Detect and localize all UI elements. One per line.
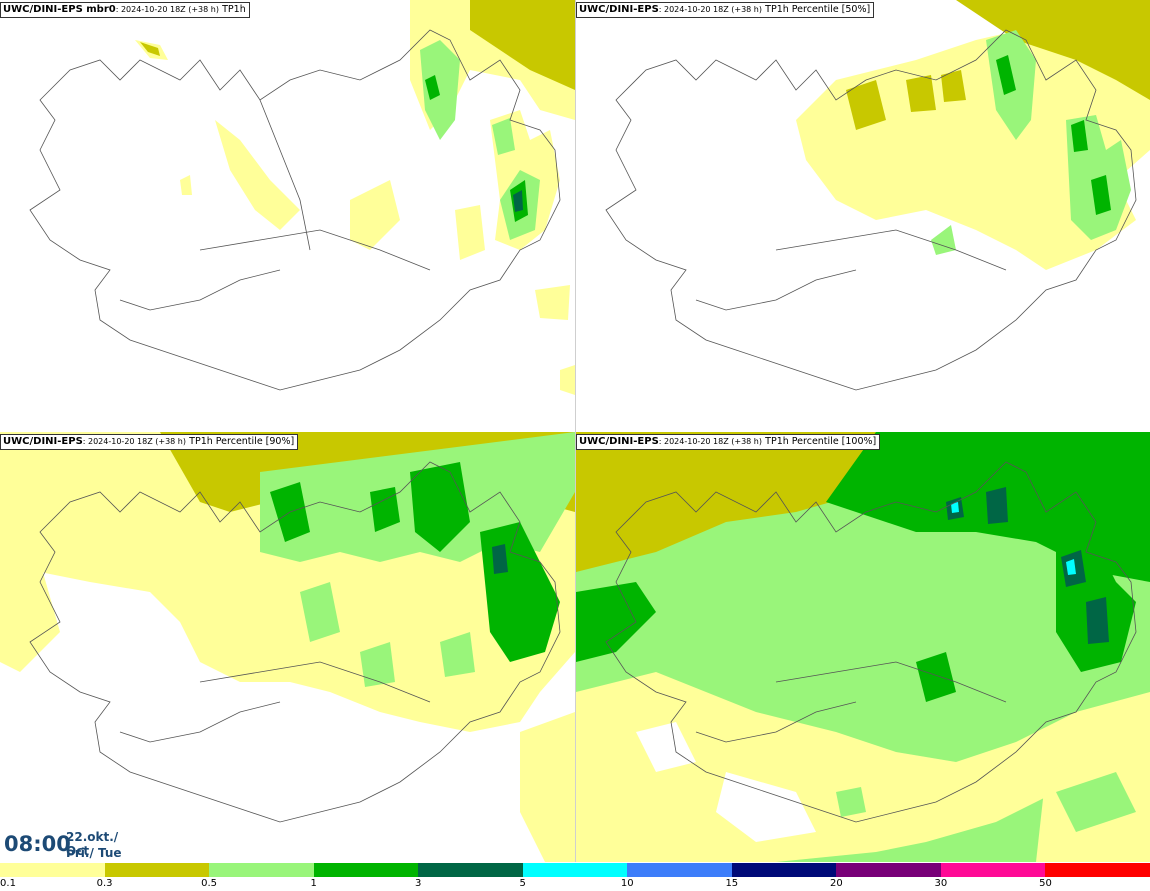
legend-swatch bbox=[731, 863, 838, 877]
precip-map bbox=[29, 0, 575, 395]
map-panel-p100: UWC/DINI-EPS: 2024-10-20 18Z (+38 h) TP1… bbox=[576, 432, 1150, 862]
valid-time-box: 08:00 22.okt./ Oct Þri./ Tue bbox=[0, 826, 132, 862]
legend-tick-label: 10 bbox=[620, 878, 634, 889]
precip-field bbox=[576, 432, 1150, 862]
legend-swatch bbox=[627, 863, 733, 877]
valid-date-line1: 22.okt./ Oct bbox=[66, 830, 119, 858]
legend-tick-label: 20 bbox=[829, 878, 843, 889]
precip-field bbox=[796, 0, 1150, 270]
iceland-outline bbox=[605, 29, 1137, 391]
legend-tick-label: 0.1 bbox=[0, 878, 16, 889]
panel-divider bbox=[575, 0, 576, 862]
legend-swatch bbox=[940, 863, 1047, 877]
legend-swatch bbox=[104, 863, 211, 877]
legend-swatch bbox=[418, 863, 524, 877]
legend-swatch bbox=[0, 863, 106, 877]
legend-swatch bbox=[1045, 863, 1150, 877]
precip-field bbox=[0, 432, 575, 862]
iceland-outline bbox=[29, 29, 561, 391]
precip-color-legend: 0.1 0.3 0.5 1 3 5 10 15 20 30 50 bbox=[0, 862, 1150, 891]
legend-swatch bbox=[836, 863, 942, 877]
legend-tick-label: 5 bbox=[519, 878, 526, 889]
panel-title: UWC/DINI-EPS: 2024-10-20 18Z (+38 h) TP1… bbox=[0, 434, 299, 450]
legend-tick-label: 3 bbox=[414, 878, 422, 889]
map-panel-p50: UWC/DINI-EPS: 2024-10-20 18Z (+38 h) TP1… bbox=[576, 0, 1150, 430]
legend-swatch bbox=[522, 863, 629, 877]
legend-tick-label: 0.3 bbox=[96, 878, 113, 889]
precip-map bbox=[605, 0, 1150, 391]
legend-tick-label: 1 bbox=[310, 878, 317, 889]
legend-tick-label: 15 bbox=[725, 878, 739, 889]
legend-tick-label: 50 bbox=[1039, 878, 1052, 889]
iceland-outline bbox=[29, 461, 561, 823]
precip-field bbox=[135, 0, 575, 395]
panel-title: UWC/DINI-EPS: 2024-10-20 18Z (+38 h) TP1… bbox=[576, 434, 881, 450]
legend-tick-label: 0.5 bbox=[201, 878, 218, 889]
map-panel-p90: UWC/DINI-EPS: 2024-10-20 18Z (+38 h) TP1… bbox=[0, 432, 575, 862]
precip-map bbox=[0, 432, 575, 862]
panel-title: UWC/DINI-EPS mbr0: 2024-10-20 18Z (+38 h… bbox=[0, 2, 250, 18]
legend-tick-label: 30 bbox=[934, 878, 948, 889]
legend-swatch bbox=[313, 863, 420, 877]
valid-time-clock: 08:00 bbox=[4, 832, 71, 856]
valid-date-line2: Þri./ Tue bbox=[66, 846, 122, 860]
iceland-outline bbox=[605, 461, 1137, 823]
legend-swatch bbox=[209, 863, 315, 877]
precip-map bbox=[576, 432, 1150, 862]
panel-title: UWC/DINI-EPS: 2024-10-20 18Z (+38 h) TP1… bbox=[576, 2, 875, 18]
map-panel-mbr0: UWC/DINI-EPS mbr0: 2024-10-20 18Z (+38 h… bbox=[0, 0, 575, 430]
